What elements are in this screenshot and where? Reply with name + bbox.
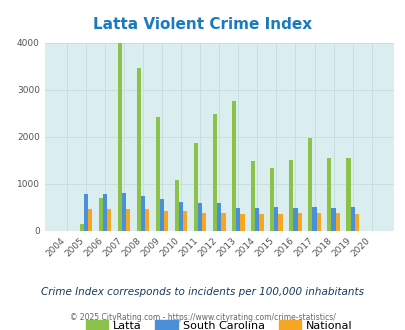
Bar xyxy=(98,198,102,231)
Bar xyxy=(274,207,278,231)
Bar xyxy=(136,68,141,231)
Bar xyxy=(221,213,225,231)
Bar xyxy=(198,203,202,231)
Bar xyxy=(179,202,183,231)
Bar xyxy=(194,143,198,231)
Bar xyxy=(145,209,149,231)
Bar xyxy=(288,160,293,231)
Bar xyxy=(217,203,221,231)
Bar xyxy=(350,207,354,231)
Bar xyxy=(175,180,179,231)
Bar xyxy=(164,211,168,231)
Bar xyxy=(102,194,107,231)
Bar xyxy=(269,168,274,231)
Bar xyxy=(183,211,187,231)
Bar xyxy=(156,117,160,231)
Bar xyxy=(316,213,320,231)
Bar xyxy=(122,193,126,231)
Bar xyxy=(240,214,244,231)
Bar xyxy=(307,138,311,231)
Bar xyxy=(107,209,111,231)
Text: © 2025 CityRating.com - https://www.cityrating.com/crime-statistics/: © 2025 CityRating.com - https://www.city… xyxy=(70,313,335,322)
Text: Crime Index corresponds to incidents per 100,000 inhabitants: Crime Index corresponds to incidents per… xyxy=(41,287,364,297)
Bar xyxy=(297,213,301,231)
Bar xyxy=(236,208,240,231)
Bar xyxy=(311,207,316,231)
Bar xyxy=(255,208,259,231)
Bar xyxy=(126,209,130,231)
Bar xyxy=(326,158,330,231)
Text: Latta Violent Crime Index: Latta Violent Crime Index xyxy=(93,17,312,32)
Bar xyxy=(83,194,88,231)
Bar xyxy=(335,213,339,231)
Bar xyxy=(278,214,282,231)
Bar xyxy=(259,214,263,231)
Bar xyxy=(160,199,164,231)
Bar xyxy=(213,115,217,231)
Bar xyxy=(117,43,121,231)
Bar xyxy=(88,209,92,231)
Bar xyxy=(141,196,145,231)
Legend: Latta, South Carolina, National: Latta, South Carolina, National xyxy=(81,315,356,330)
Bar xyxy=(250,161,255,231)
Bar xyxy=(354,214,358,231)
Bar xyxy=(330,209,335,231)
Bar xyxy=(293,209,297,231)
Bar xyxy=(79,224,83,231)
Bar xyxy=(231,101,236,231)
Bar xyxy=(345,158,350,231)
Bar xyxy=(202,213,206,231)
